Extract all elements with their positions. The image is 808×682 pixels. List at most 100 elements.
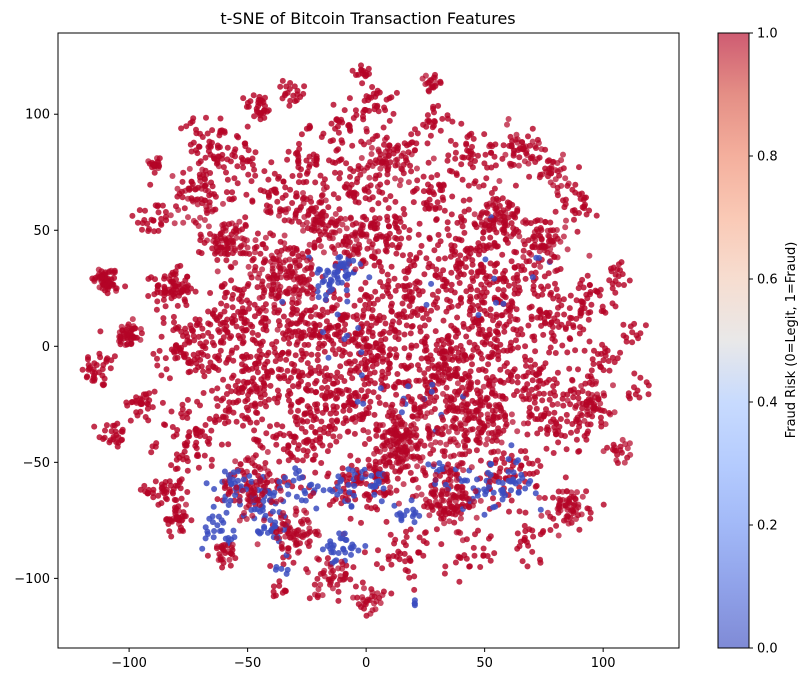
fraud-point	[201, 452, 208, 459]
fraud-point	[339, 465, 346, 472]
fraud-point	[96, 434, 103, 441]
fraud-point	[304, 540, 311, 546]
fraud-point	[395, 413, 402, 420]
fraud-point	[312, 428, 319, 435]
fraud-point	[232, 458, 239, 465]
fraud-point	[474, 379, 481, 386]
fraud-point	[256, 93, 263, 100]
fraud-point	[296, 548, 303, 555]
fraud-point	[315, 364, 322, 370]
fraud-point	[179, 178, 186, 185]
legit-point	[230, 527, 237, 534]
fraud-point	[220, 200, 226, 207]
fraud-point	[231, 285, 238, 292]
fraud-point	[341, 249, 348, 256]
fraud-point	[430, 74, 437, 81]
legit-point	[410, 506, 417, 513]
fraud-point	[575, 366, 581, 373]
fraud-point	[284, 392, 291, 399]
fraud-point	[303, 125, 310, 132]
fraud-point	[394, 161, 401, 168]
fraud-point	[278, 247, 285, 254]
fraud-point	[284, 448, 291, 455]
fraud-point	[151, 169, 158, 176]
fraud-point	[285, 205, 292, 212]
fraud-point	[334, 417, 340, 424]
fraud-point	[244, 354, 251, 361]
fraud-point	[481, 307, 488, 314]
fraud-point	[319, 306, 326, 313]
legit-point	[362, 543, 369, 549]
fraud-point	[333, 374, 339, 381]
fraud-point	[548, 289, 555, 296]
fraud-point	[368, 151, 375, 157]
fraud-point	[559, 342, 566, 349]
fraud-point	[267, 563, 274, 569]
fraud-point	[182, 277, 189, 284]
fraud-point	[312, 332, 319, 339]
fraud-point	[546, 396, 553, 403]
fraud-point	[377, 331, 384, 338]
fraud-point	[300, 310, 307, 317]
fraud-point	[284, 323, 291, 330]
fraud-point	[501, 328, 508, 335]
fraud-point	[322, 394, 328, 401]
fraud-point	[427, 450, 434, 457]
fraud-point	[289, 483, 296, 490]
fraud-point	[252, 172, 259, 179]
fraud-point	[606, 277, 613, 284]
fraud-point	[515, 263, 522, 269]
fraud-point	[336, 346, 343, 353]
fraud-point	[362, 471, 369, 477]
fraud-point	[359, 416, 366, 423]
fraud-point	[273, 498, 280, 505]
fraud-point	[374, 183, 381, 190]
fraud-point	[445, 152, 452, 159]
fraud-point	[560, 197, 566, 204]
fraud-point	[440, 267, 447, 274]
fraud-point	[287, 97, 294, 104]
legit-point	[211, 486, 218, 492]
fraud-point	[431, 191, 437, 198]
fraud-point	[265, 468, 271, 475]
fraud-point	[328, 417, 335, 424]
fraud-point	[183, 330, 190, 336]
fraud-point	[411, 262, 418, 269]
fraud-point	[351, 367, 358, 374]
fraud-point	[284, 328, 291, 335]
fraud-point	[181, 296, 188, 303]
fraud-point	[399, 282, 406, 289]
fraud-point	[381, 141, 387, 148]
fraud-point	[380, 283, 386, 290]
fraud-point	[344, 312, 351, 319]
fraud-point	[408, 313, 414, 320]
fraud-point	[226, 399, 233, 406]
fraud-point	[491, 336, 498, 342]
fraud-point	[298, 425, 305, 432]
fraud-point	[512, 316, 519, 323]
fraud-point	[301, 83, 308, 90]
fraud-point	[534, 430, 541, 437]
fraud-point	[456, 578, 463, 585]
fraud-point	[277, 487, 284, 494]
fraud-point	[102, 427, 108, 434]
fraud-point	[186, 165, 193, 172]
fraud-point	[350, 115, 357, 121]
fraud-point	[235, 134, 242, 141]
fraud-point	[207, 231, 213, 237]
fraud-point	[305, 372, 312, 379]
fraud-point	[299, 457, 306, 464]
fraud-point	[547, 527, 554, 533]
fraud-point	[487, 312, 494, 319]
fraud-point	[436, 361, 442, 368]
fraud-point	[578, 190, 585, 197]
fraud-point	[570, 324, 577, 331]
fraud-point	[529, 125, 536, 132]
fraud-point	[249, 336, 256, 343]
fraud-point	[372, 133, 379, 140]
fraud-point	[359, 80, 366, 87]
legit-point	[315, 283, 322, 290]
fraud-point	[229, 347, 236, 354]
fraud-point	[257, 116, 264, 123]
fraud-point	[449, 118, 456, 125]
